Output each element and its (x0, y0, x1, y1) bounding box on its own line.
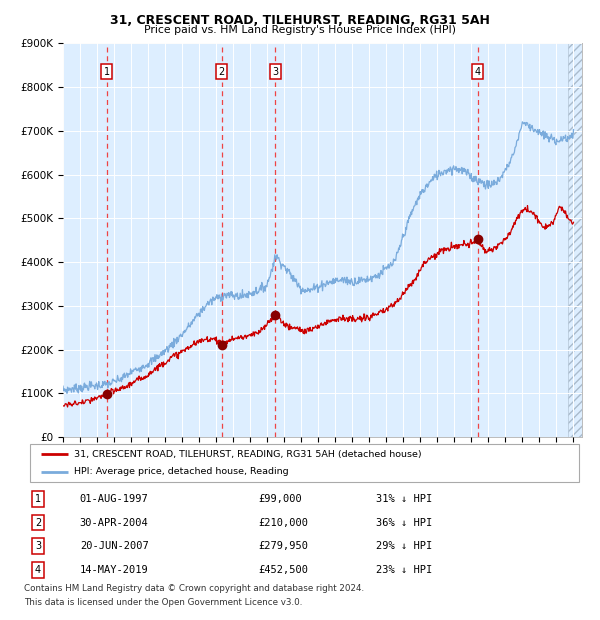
Text: 1: 1 (35, 494, 41, 504)
Text: £279,950: £279,950 (259, 541, 308, 551)
Text: This data is licensed under the Open Government Licence v3.0.: This data is licensed under the Open Gov… (24, 598, 302, 607)
Text: 2: 2 (218, 67, 225, 77)
Text: 30-APR-2004: 30-APR-2004 (80, 518, 149, 528)
Text: 3: 3 (272, 67, 278, 77)
Text: 01-AUG-1997: 01-AUG-1997 (80, 494, 149, 504)
Text: 2: 2 (35, 518, 41, 528)
Text: 31% ↓ HPI: 31% ↓ HPI (376, 494, 432, 504)
Text: 20-JUN-2007: 20-JUN-2007 (80, 541, 149, 551)
Text: 1: 1 (104, 67, 110, 77)
Text: £210,000: £210,000 (259, 518, 308, 528)
Text: £99,000: £99,000 (259, 494, 302, 504)
Text: 29% ↓ HPI: 29% ↓ HPI (376, 541, 432, 551)
Text: 31, CRESCENT ROAD, TILEHURST, READING, RG31 5AH (detached house): 31, CRESCENT ROAD, TILEHURST, READING, R… (74, 450, 422, 459)
Text: HPI: Average price, detached house, Reading: HPI: Average price, detached house, Read… (74, 467, 289, 477)
Text: Price paid vs. HM Land Registry's House Price Index (HPI): Price paid vs. HM Land Registry's House … (144, 25, 456, 35)
Text: £452,500: £452,500 (259, 565, 308, 575)
Text: 23% ↓ HPI: 23% ↓ HPI (376, 565, 432, 575)
Text: 36% ↓ HPI: 36% ↓ HPI (376, 518, 432, 528)
Text: 4: 4 (35, 565, 41, 575)
Text: 3: 3 (35, 541, 41, 551)
Text: 14-MAY-2019: 14-MAY-2019 (80, 565, 149, 575)
Text: 31, CRESCENT ROAD, TILEHURST, READING, RG31 5AH: 31, CRESCENT ROAD, TILEHURST, READING, R… (110, 14, 490, 27)
Text: 4: 4 (475, 67, 481, 77)
Text: Contains HM Land Registry data © Crown copyright and database right 2024.: Contains HM Land Registry data © Crown c… (24, 584, 364, 593)
